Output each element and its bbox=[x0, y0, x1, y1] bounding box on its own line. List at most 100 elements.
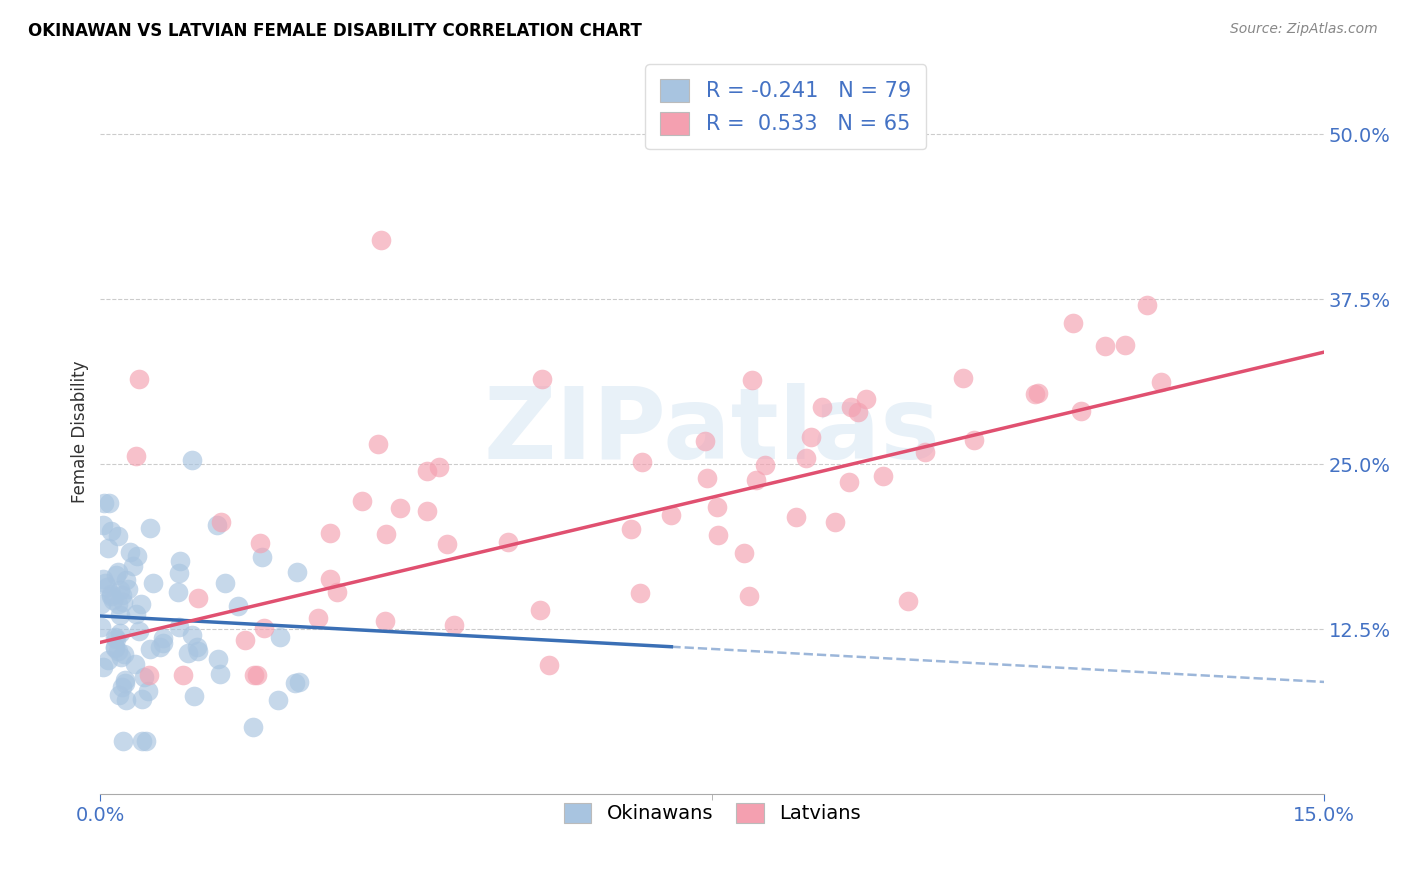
Point bbox=[529, 602, 551, 616]
Point bbox=[693, 434, 716, 448]
Point bbox=[127, 549, 149, 563]
Point bbox=[287, 675, 309, 690]
Point bbox=[93, 496, 115, 510]
Point bbox=[107, 565, 129, 579]
Point bbox=[205, 518, 228, 533]
Point bbox=[129, 597, 152, 611]
Point bbox=[855, 392, 877, 407]
Point bbox=[111, 595, 134, 609]
Point bbox=[661, 508, 683, 522]
Point bbox=[872, 468, 894, 483]
Point bbox=[1150, 375, 1173, 389]
Point bbox=[754, 458, 776, 472]
Point bbox=[138, 668, 160, 682]
Point bbox=[152, 636, 174, 650]
Point bbox=[125, 607, 148, 622]
Point bbox=[846, 405, 869, 419]
Point bbox=[152, 632, 174, 646]
Point bbox=[1024, 387, 1046, 401]
Point bbox=[246, 668, 269, 682]
Point bbox=[187, 591, 209, 605]
Point bbox=[107, 529, 129, 543]
Point bbox=[110, 649, 132, 664]
Point bbox=[811, 400, 834, 414]
Point bbox=[167, 620, 190, 634]
Point bbox=[100, 587, 122, 601]
Text: OKINAWAN VS LATVIAN FEMALE DISABILITY CORRELATION CHART: OKINAWAN VS LATVIAN FEMALE DISABILITY CO… bbox=[28, 22, 643, 40]
Point bbox=[785, 509, 807, 524]
Point bbox=[180, 628, 202, 642]
Point bbox=[176, 646, 198, 660]
Point bbox=[415, 464, 437, 478]
Point bbox=[914, 445, 936, 459]
Point bbox=[537, 657, 560, 672]
Point bbox=[114, 673, 136, 688]
Point bbox=[427, 460, 450, 475]
Point bbox=[250, 550, 273, 565]
Point bbox=[963, 434, 986, 448]
Point bbox=[110, 625, 132, 640]
Point bbox=[631, 455, 654, 469]
Point bbox=[1094, 339, 1116, 353]
Point bbox=[824, 515, 846, 529]
Point bbox=[183, 689, 205, 703]
Point bbox=[235, 632, 257, 647]
Point bbox=[733, 546, 755, 560]
Point bbox=[207, 651, 229, 665]
Point bbox=[125, 449, 148, 463]
Point bbox=[374, 526, 396, 541]
Point bbox=[269, 631, 291, 645]
Point bbox=[628, 586, 651, 600]
Point bbox=[252, 621, 274, 635]
Point bbox=[794, 451, 817, 466]
Point bbox=[243, 668, 266, 682]
Point bbox=[114, 676, 136, 690]
Point bbox=[139, 521, 162, 535]
Point bbox=[108, 582, 131, 597]
Legend: Okinawans, Latvians: Okinawans, Latvians bbox=[553, 791, 872, 835]
Point bbox=[131, 692, 153, 706]
Point bbox=[318, 572, 340, 586]
Point bbox=[745, 473, 768, 487]
Point bbox=[443, 618, 465, 632]
Point bbox=[103, 640, 125, 655]
Point bbox=[209, 667, 232, 681]
Point bbox=[135, 734, 157, 748]
Point bbox=[696, 470, 718, 484]
Point bbox=[839, 400, 862, 414]
Point bbox=[97, 541, 120, 555]
Point bbox=[120, 544, 142, 558]
Point bbox=[166, 584, 188, 599]
Point bbox=[1070, 404, 1092, 418]
Point bbox=[180, 452, 202, 467]
Point bbox=[620, 522, 643, 536]
Point bbox=[415, 504, 437, 518]
Point bbox=[96, 580, 118, 594]
Point bbox=[115, 692, 138, 706]
Point bbox=[897, 594, 920, 608]
Point bbox=[142, 575, 165, 590]
Point bbox=[367, 437, 389, 451]
Point bbox=[352, 494, 374, 508]
Point bbox=[167, 566, 190, 580]
Point bbox=[800, 430, 823, 444]
Point bbox=[104, 631, 127, 645]
Point bbox=[124, 657, 146, 671]
Point bbox=[100, 589, 122, 603]
Y-axis label: Female Disability: Female Disability bbox=[72, 360, 89, 502]
Point bbox=[107, 597, 129, 611]
Point bbox=[284, 676, 307, 690]
Point bbox=[111, 588, 134, 602]
Point bbox=[319, 525, 342, 540]
Point bbox=[1062, 316, 1084, 330]
Point bbox=[131, 734, 153, 748]
Point bbox=[436, 536, 458, 550]
Point bbox=[97, 495, 120, 509]
Point bbox=[172, 668, 194, 682]
Point bbox=[285, 565, 308, 579]
Point bbox=[496, 535, 519, 549]
Point bbox=[104, 568, 127, 582]
Point bbox=[112, 734, 135, 748]
Point bbox=[1028, 385, 1050, 400]
Point bbox=[114, 573, 136, 587]
